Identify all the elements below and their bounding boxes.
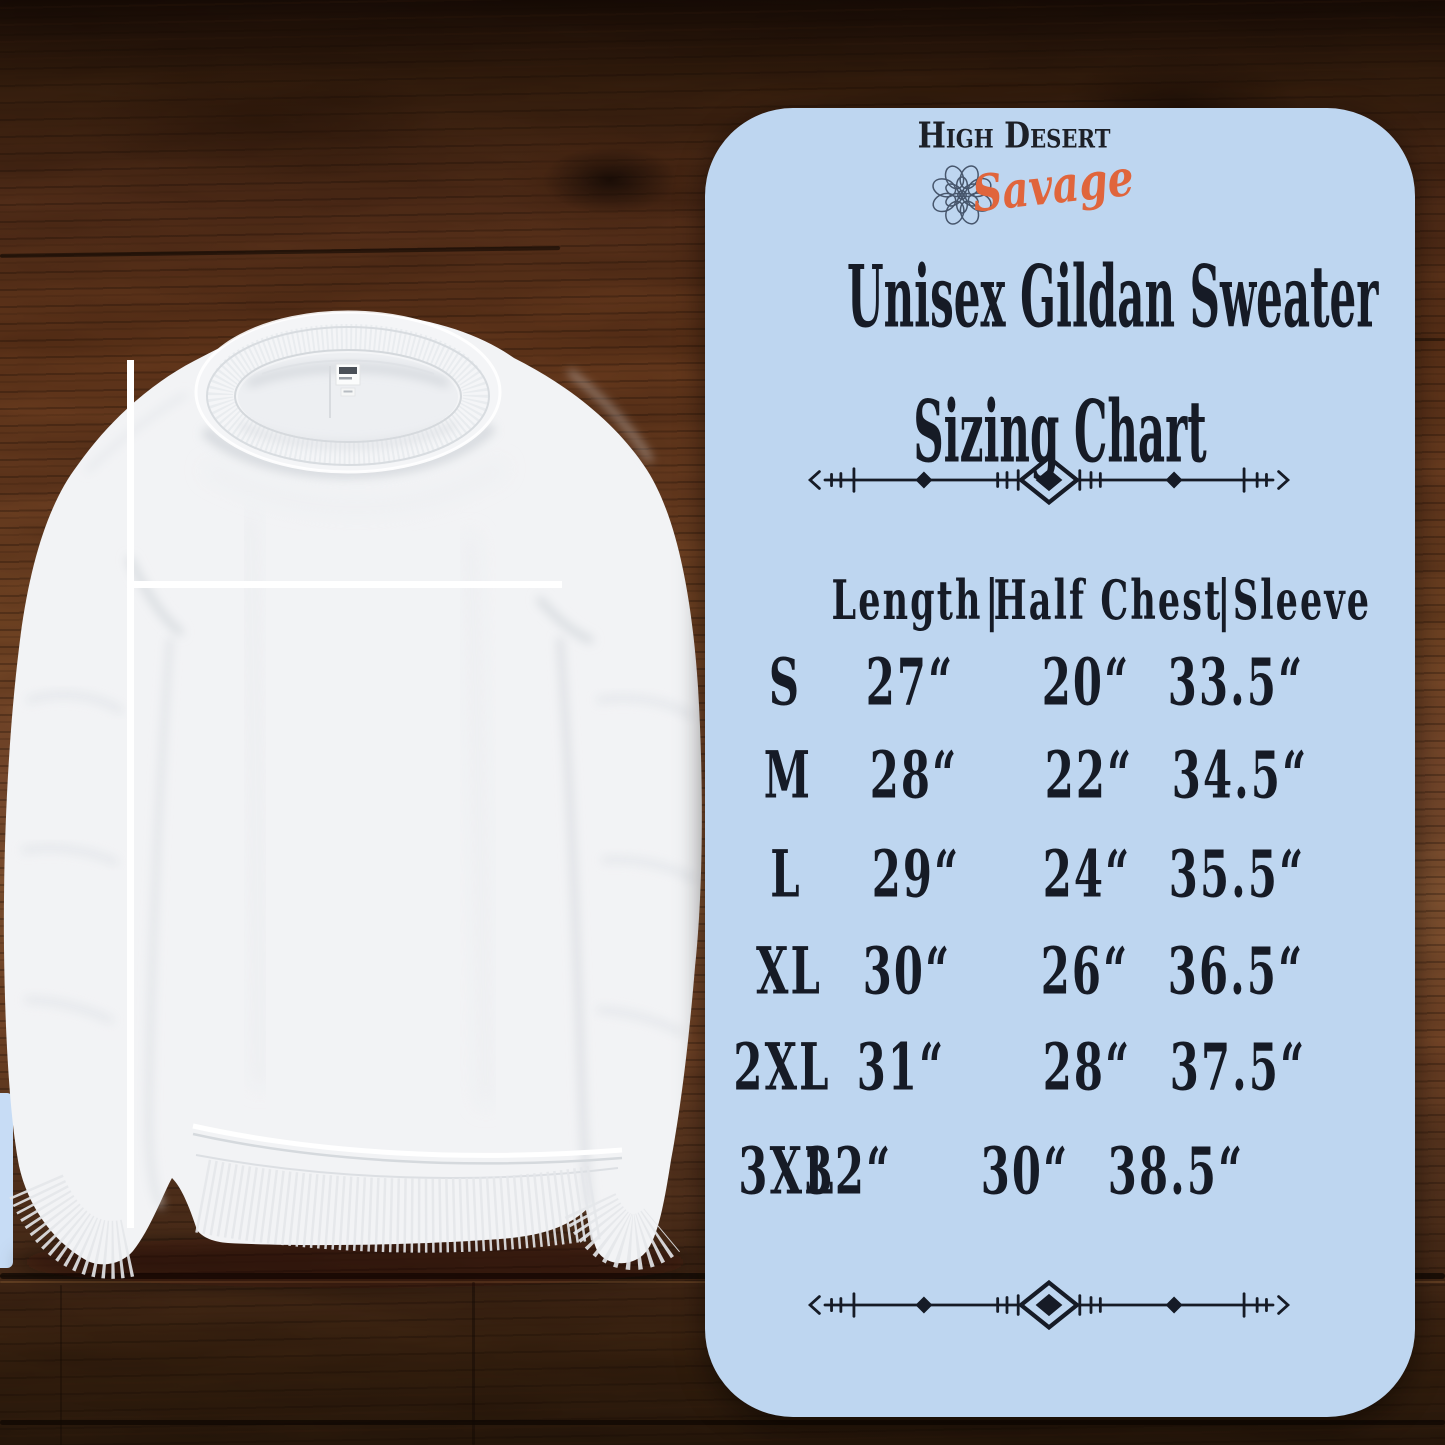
half-chest-cell: 20“ <box>1041 643 1131 721</box>
half-chest-cell: 28“ <box>1042 1028 1132 1106</box>
sizing-chart-panel: High Desert Savage Unisex Gildan Sweater… <box>705 108 1415 1417</box>
sweatshirt-body <box>3 311 702 1265</box>
header-separator: | <box>1217 567 1233 633</box>
wood-plank-seam <box>0 1420 1445 1425</box>
chest-measure-line <box>130 581 562 588</box>
divider-ornament-top <box>794 452 1304 508</box>
chart-title-line1: Unisex Gildan Sweater <box>847 245 1379 348</box>
collar-ribbing <box>207 324 489 466</box>
length-measure-line <box>127 360 134 1228</box>
background-card-edge <box>0 1093 13 1268</box>
divider-ornament-bottom <box>794 1277 1304 1333</box>
cuff-ribbing <box>564 1192 681 1270</box>
length-cell: 29“ <box>871 835 961 913</box>
size-cell: S <box>768 643 802 721</box>
succulent-flower-icon <box>932 165 992 225</box>
size-cell: XL <box>755 932 823 1010</box>
length-cell: 31“ <box>856 1028 946 1106</box>
header-sleeve: Sleeve <box>1232 568 1372 632</box>
header-length: Length <box>831 568 983 632</box>
length-cell: 32“ <box>803 1132 893 1210</box>
collar <box>194 310 502 479</box>
header-separator: | <box>985 567 1001 633</box>
sleeve-cell: 37.5“ <box>1169 1028 1307 1106</box>
length-cell: 28“ <box>869 736 959 814</box>
sleeve-cell: 33.5“ <box>1167 643 1305 721</box>
brand-script-name: Savage <box>969 147 1137 224</box>
sleeve-cell: 38.5“ <box>1107 1132 1245 1210</box>
size-cell: 2XL <box>733 1028 831 1106</box>
neck-label <box>335 363 361 397</box>
brand-name: High Desert <box>917 115 1111 157</box>
size-cell: L <box>770 835 802 913</box>
size-cell: 3XL <box>738 1132 836 1210</box>
sleeve-cell: 36.5“ <box>1167 932 1305 1010</box>
half-chest-cell: 22“ <box>1044 736 1134 814</box>
half-chest-cell: 24“ <box>1042 835 1132 913</box>
sweatshirt-photo <box>3 310 702 1288</box>
sleeve-cell: 34.5“ <box>1171 736 1309 814</box>
header-half-chest: Half Chest <box>993 568 1223 632</box>
length-cell: 27“ <box>865 643 955 721</box>
wood-crack <box>60 1285 62 1445</box>
half-chest-cell: 30“ <box>980 1132 1070 1210</box>
wood-crack <box>472 1282 475 1445</box>
half-chest-cell: 26“ <box>1040 932 1130 1010</box>
length-cell: 30“ <box>862 932 952 1010</box>
sleeve-cell: 35.5“ <box>1168 835 1306 913</box>
size-cell: M <box>763 736 813 814</box>
